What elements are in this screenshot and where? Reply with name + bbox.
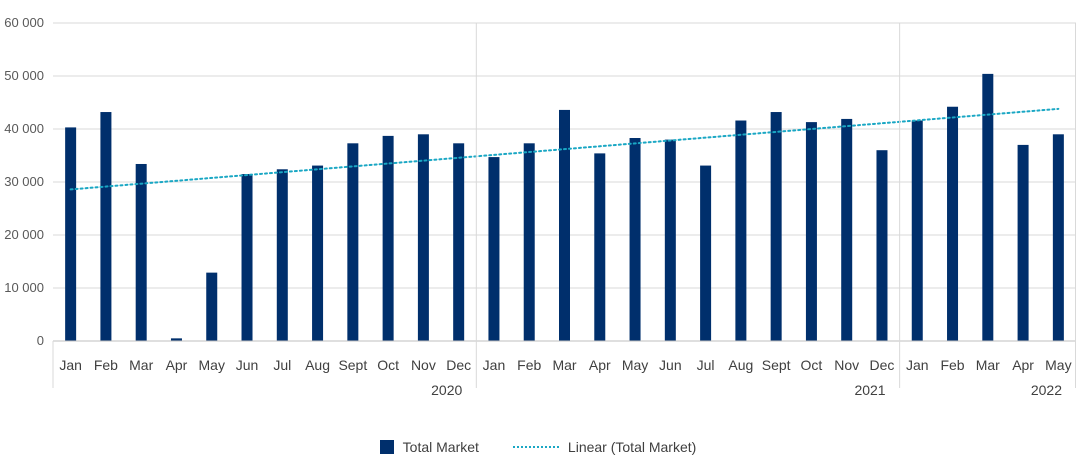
trendline-path <box>69 107 1060 191</box>
legend-swatch-bar <box>379 440 394 454</box>
x-tick-label: Feb <box>517 357 541 373</box>
bar <box>1052 134 1064 341</box>
bar <box>1017 144 1029 341</box>
year-group-label: 2021 <box>854 382 885 398</box>
bar <box>947 106 959 342</box>
bar <box>664 139 676 341</box>
x-tick-label: Nov <box>411 357 436 373</box>
x-tick-label: Dec <box>446 357 471 373</box>
x-tick-label: Feb <box>94 357 118 373</box>
x-tick-label: Sept <box>338 357 367 373</box>
bar <box>805 122 817 341</box>
legend-item-total-market[interactable]: Total Market <box>379 439 479 455</box>
bar <box>241 174 253 341</box>
bar <box>453 143 465 341</box>
y-tick-label: 20 000 <box>4 227 44 242</box>
x-tick-label: Jul <box>697 357 715 373</box>
x-tick-label: Apr <box>166 357 188 373</box>
x-tick-label: Oct <box>801 357 823 373</box>
y-tick-label: 10 000 <box>4 280 44 295</box>
x-tick-label: Aug <box>305 357 330 373</box>
bar <box>700 165 712 341</box>
bar <box>135 163 147 341</box>
legend-item-linear-trend[interactable]: Linear (Total Market) <box>512 439 697 455</box>
x-tick-label: Jan <box>59 357 82 373</box>
y-axis: 0 10 000 20 000 30 000 40 000 50 000 60 000 <box>4 15 44 348</box>
x-tick-label: Dec <box>870 357 895 373</box>
bar <box>65 127 77 341</box>
x-tick-label: May <box>199 357 225 373</box>
bar <box>347 143 359 341</box>
bar <box>735 120 747 342</box>
bar <box>206 272 218 341</box>
x-tick-label: Sept <box>762 357 791 373</box>
x-tick-label: Jun <box>659 357 682 373</box>
bar <box>312 165 324 341</box>
x-tick-label: Mar <box>976 357 1000 373</box>
x-tick-label: Jul <box>273 357 291 373</box>
bar <box>488 157 500 341</box>
x-tick-label: Mar <box>552 357 576 373</box>
y-tick-label: 40 000 <box>4 121 44 136</box>
bar-series <box>65 73 1064 342</box>
x-tick-label: Feb <box>940 357 964 373</box>
x-axis: Jan Feb Mar Apr May Jun Jul Aug Sept Oct Nov Dec Jan… <box>52 23 1076 398</box>
y-tick-label: 30 000 <box>4 174 44 189</box>
x-tick-label: Oct <box>377 357 399 373</box>
x-tick-label: Nov <box>834 357 859 373</box>
year-group-label: 2020 <box>431 382 462 398</box>
bar <box>629 138 641 341</box>
x-tick-label: May <box>622 357 648 373</box>
bar <box>382 135 394 341</box>
bar <box>559 109 570 341</box>
chart: 0 10 000 20 000 30 000 40 000 50 000 60 000 Ja… <box>4 15 1076 398</box>
bar <box>170 338 182 341</box>
legend-swatch-dotted-line <box>512 446 559 448</box>
bar <box>523 143 535 341</box>
legend-label: Total Market <box>402 439 479 455</box>
bar <box>100 112 112 341</box>
x-tick-label: Jan <box>483 357 506 373</box>
x-tick-label: Apr <box>1012 357 1034 373</box>
legend-label: Linear (Total Market) <box>567 439 697 455</box>
trendline <box>69 107 1060 191</box>
year-group-label: 2022 <box>1031 382 1062 398</box>
bar <box>841 118 853 342</box>
x-tick-label: Mar <box>129 357 153 373</box>
x-tick-label: Aug <box>728 357 753 373</box>
x-tick-label: Jan <box>906 357 929 373</box>
legend: Total Market Linear (Total Market) <box>0 434 1076 460</box>
x-tick-label: Jun <box>236 357 259 373</box>
y-tick-label: 60 000 <box>4 15 44 30</box>
x-tick-label: May <box>1045 357 1071 373</box>
bar <box>276 169 288 341</box>
bar <box>911 120 923 342</box>
x-tick-label: Apr <box>589 357 611 373</box>
bar <box>876 150 888 341</box>
bar <box>594 153 606 341</box>
bar <box>982 73 994 341</box>
bar <box>417 134 429 341</box>
y-tick-label: 0 <box>37 333 44 348</box>
y-tick-label: 50 000 <box>4 68 44 83</box>
bar <box>770 112 782 341</box>
